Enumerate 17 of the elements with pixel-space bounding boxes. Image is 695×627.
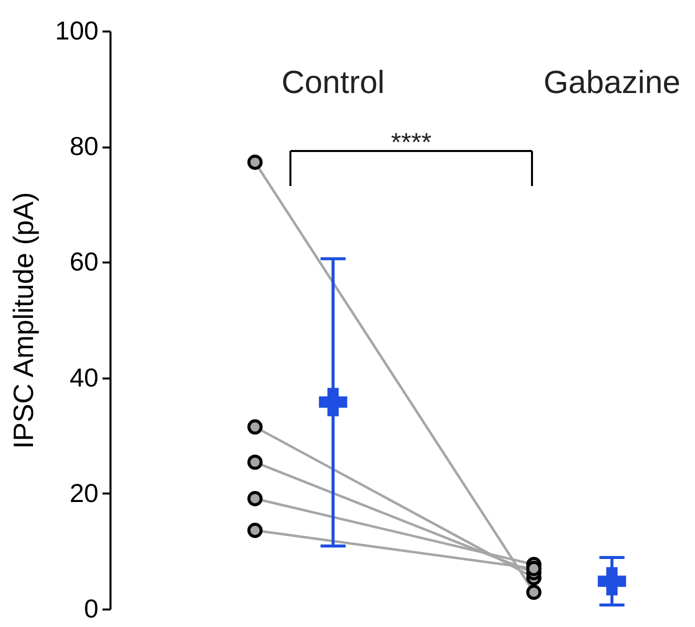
y-axis-title: IPSC Amplitude (pA) <box>8 192 40 449</box>
y-tick-label: 20 <box>70 478 98 508</box>
x-tick-label: Gabazine <box>543 64 680 100</box>
point <box>247 154 263 170</box>
point <box>526 560 542 576</box>
y-tick-label: 100 <box>55 16 98 46</box>
point <box>247 522 263 538</box>
point <box>247 490 263 506</box>
point <box>247 419 263 435</box>
y-tick-label: 80 <box>70 131 98 162</box>
x-tick-label: Control <box>282 64 385 100</box>
y-tick-label: 60 <box>70 246 98 277</box>
annotation: **** <box>390 127 432 157</box>
y-tick-label: 0 <box>84 594 98 624</box>
point <box>526 584 542 600</box>
y-tick-label: 40 <box>70 362 98 392</box>
point <box>247 454 263 470</box>
